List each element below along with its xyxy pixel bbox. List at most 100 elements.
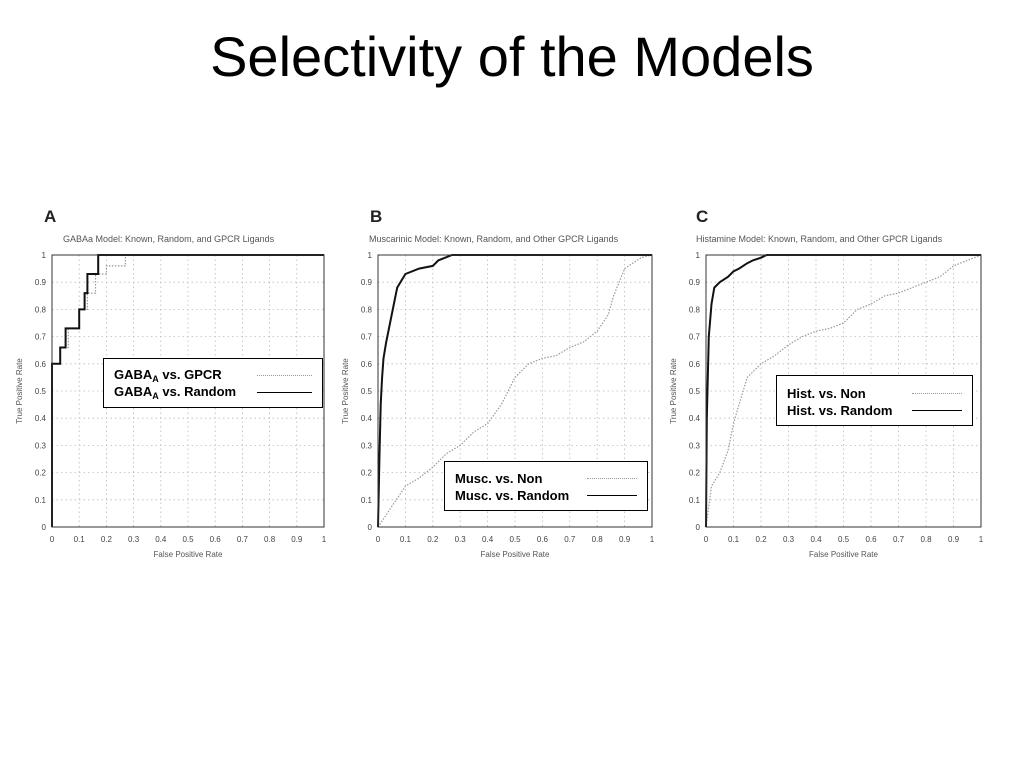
panel-c-ytick-label: 0 xyxy=(696,523,701,532)
legend-c-label-1: Hist. vs. Non xyxy=(787,386,866,401)
legend-a: GABAA vs. GPCR GABAA vs. Random xyxy=(103,358,323,408)
panel-b-xtick-label: 0.3 xyxy=(455,535,467,544)
panel-a-ytick-label: 1 xyxy=(42,251,47,260)
panel-a-xtick-label: 0.6 xyxy=(210,535,222,544)
legend-a-swatch-solid xyxy=(257,392,312,393)
legend-b-row-1: Musc. vs. Non xyxy=(455,470,637,487)
panel-c-ytick-label: 0.2 xyxy=(689,469,701,478)
panel-b-xtick-label: 0.7 xyxy=(564,535,576,544)
panel-c-ytick-label: 0.5 xyxy=(689,387,701,396)
legend-a-label-2: GABAA vs. Random xyxy=(114,384,236,401)
panel-a-xtick-label: 0.7 xyxy=(237,535,249,544)
panel-c-ylabel: True Positive Rate xyxy=(669,358,678,424)
panel-c-letter: C xyxy=(696,207,708,226)
panel-a-plot-frame xyxy=(51,254,325,528)
slide-title: Selectivity of the Models xyxy=(210,25,814,88)
legend-b-swatch-solid xyxy=(587,495,637,496)
legend-b: Musc. vs. Non Musc. vs. Random xyxy=(444,461,648,511)
panel-a-ytick-label: 0 xyxy=(42,523,47,532)
panel-c-xtick-label: 1 xyxy=(979,535,984,544)
legend-a-label-1-base: GABA xyxy=(114,367,153,382)
panel-c-xtick-label: 0.3 xyxy=(783,535,795,544)
panel-a-xtick-label: 0 xyxy=(50,535,55,544)
legend-a-label-2-sub: A xyxy=(152,391,159,401)
legend-c: Hist. vs. Non Hist. vs. Random xyxy=(776,375,973,426)
panel-a-ytick-label: 0.4 xyxy=(35,414,47,423)
legend-c-row-1: Hist. vs. Non xyxy=(787,385,962,402)
legend-a-label-1-sub: A xyxy=(152,374,159,384)
panel-c-ytick-label: 0.1 xyxy=(689,496,701,505)
panel-b-plot-frame xyxy=(377,254,653,528)
panel-a-ytick-label: 0.8 xyxy=(35,305,47,314)
panel-b-ytick-label: 0.7 xyxy=(361,333,373,342)
panel-b-xtick-label: 0.5 xyxy=(509,535,521,544)
panel-a-title: GABAa Model: Known, Random, and GPCR Lig… xyxy=(63,234,275,244)
panel-b-series-dotted-line xyxy=(377,254,653,528)
panel-c-plot-frame xyxy=(705,254,982,528)
panel-c-ytick-label: 0.9 xyxy=(689,278,701,287)
legend-c-swatch-solid xyxy=(912,410,962,411)
panel-b-xtick-label: 0.2 xyxy=(427,535,439,544)
panel-a-ytick-label: 0.3 xyxy=(35,441,47,450)
panel-c-xtick-label: 0.5 xyxy=(838,535,850,544)
panel-c-xtick-label: 0.6 xyxy=(865,535,877,544)
panel-b-ytick-label: 0 xyxy=(368,523,373,532)
legend-a-row-1: GABAA vs. GPCR xyxy=(114,367,312,384)
panel-a-xtick-label: 0.1 xyxy=(74,535,86,544)
panel-b-ytick-label: 0.9 xyxy=(361,278,373,287)
panel-a-xtick-label: 0.2 xyxy=(101,535,113,544)
panel-b-ytick-label: 0.2 xyxy=(361,469,373,478)
legend-a-label-1: GABAA vs. GPCR xyxy=(114,367,222,384)
panel-a-ytick-label: 0.2 xyxy=(35,469,47,478)
legend-c-row-2: Hist. vs. Random xyxy=(787,402,962,419)
panel-c-xtick-label: 0.1 xyxy=(728,535,740,544)
panel-c-series-solid-line xyxy=(705,254,981,528)
panel-b-xtick-label: 0 xyxy=(376,535,381,544)
legend-c-swatch-dotted xyxy=(912,393,962,394)
panel-c-xtick-label: 0 xyxy=(704,535,709,544)
panel-a-series-dotted-line xyxy=(51,254,324,527)
panel-b-ylabel: True Positive Rate xyxy=(341,358,350,424)
panel-c-xtick-label: 0.4 xyxy=(810,535,822,544)
panel-b-xtick-label: 0.1 xyxy=(400,535,412,544)
panel-c-xtick-label: 0.9 xyxy=(948,535,960,544)
legend-a-swatch-dotted xyxy=(257,375,312,376)
panel-b-title: Muscarinic Model: Known, Random, and Oth… xyxy=(369,234,619,244)
panel-a-series-solid-line xyxy=(51,254,324,527)
panel-c-ytick-label: 0.4 xyxy=(689,414,701,423)
panel-c-title: Histamine Model: Known, Random, and Othe… xyxy=(696,234,943,244)
panel-a-ytick-label: 0.6 xyxy=(35,360,47,369)
panel-c-ytick-label: 1 xyxy=(696,251,701,260)
panel-b-xtick-label: 0.9 xyxy=(619,535,631,544)
panel-b-xlabel: False Positive Rate xyxy=(481,550,550,559)
panel-c-ytick-label: 0.8 xyxy=(689,305,701,314)
panel-c-ytick-label: 0.6 xyxy=(689,360,701,369)
panel-a-xtick-label: 0.9 xyxy=(291,535,303,544)
panel-a-xlabel: False Positive Rate xyxy=(154,550,223,559)
legend-a-label-1-suffix: vs. GPCR xyxy=(162,367,222,382)
legend-b-label-2: Musc. vs. Random xyxy=(455,488,570,503)
panel-a-xtick-label: 0.8 xyxy=(264,535,276,544)
panel-b-series-solid-line xyxy=(377,254,652,528)
panel-b-ytick-label: 0.6 xyxy=(361,360,373,369)
legend-b-label-1: Musc. vs. Non xyxy=(455,471,543,486)
panel-a-xtick-label: 0.3 xyxy=(128,535,140,544)
legend-a-label-2-base: GABA xyxy=(114,384,153,399)
panel-a-ytick-label: 0.9 xyxy=(35,278,47,287)
panel-b-xtick-label: 1 xyxy=(650,535,655,544)
panel-a-ytick-label: 0.1 xyxy=(35,496,47,505)
legend-a-row-2: GABAA vs. Random xyxy=(114,384,312,401)
panel-c-xtick-label: 0.2 xyxy=(755,535,767,544)
legend-c-label-2: Hist. vs. Random xyxy=(787,403,893,418)
panel-c-ytick-label: 0.3 xyxy=(689,441,701,450)
panel-a-xtick-label: 0.4 xyxy=(155,535,167,544)
panel-a-ytick-label: 0.5 xyxy=(35,387,47,396)
panel-b-ytick-label: 0.3 xyxy=(361,441,373,450)
panel-b-ytick-label: 0.5 xyxy=(361,387,373,396)
panel-a-ylabel: True Positive Rate xyxy=(15,358,24,424)
panel-b-letter: B xyxy=(370,207,382,226)
panel-a-xtick-label: 1 xyxy=(322,535,327,544)
legend-b-swatch-dotted xyxy=(587,478,637,479)
panel-a-letter: A xyxy=(44,207,56,226)
